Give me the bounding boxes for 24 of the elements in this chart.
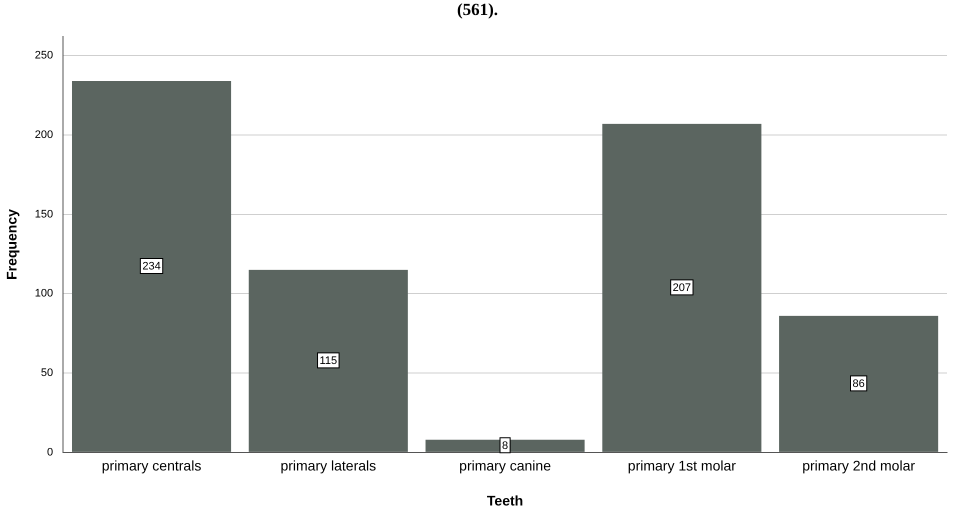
bar <box>248 270 408 452</box>
x-tick-label: primary 1st molar <box>628 458 736 474</box>
chart-title: (561). <box>456 0 500 20</box>
data-label: 115 <box>320 354 338 367</box>
bar <box>426 440 585 452</box>
x-tick-label: primary canine <box>459 458 552 474</box>
bar <box>72 81 232 452</box>
y-axis-title: Frequency <box>3 208 20 280</box>
y-tick-label: 250 <box>34 50 54 62</box>
y-tick-label: 150 <box>34 208 54 220</box>
y-tick-label: 200 <box>34 129 54 142</box>
y-tick-label: 50 <box>40 367 54 380</box>
data-label: 207 <box>672 282 692 294</box>
data-label: 86 <box>852 378 865 390</box>
bar <box>602 124 762 452</box>
x-axis-title: Teeth <box>486 492 524 508</box>
x-tick-label: primary centrals <box>102 458 202 474</box>
data-label: 234 <box>142 260 161 272</box>
bar <box>779 316 938 452</box>
y-tick-label: 100 <box>34 288 54 300</box>
x-tick-label: primary laterals <box>280 458 376 474</box>
y-tick-label: 0 <box>47 446 54 458</box>
x-tick-label: primary 2nd molar <box>802 458 916 474</box>
data-label: 8 <box>502 440 508 452</box>
